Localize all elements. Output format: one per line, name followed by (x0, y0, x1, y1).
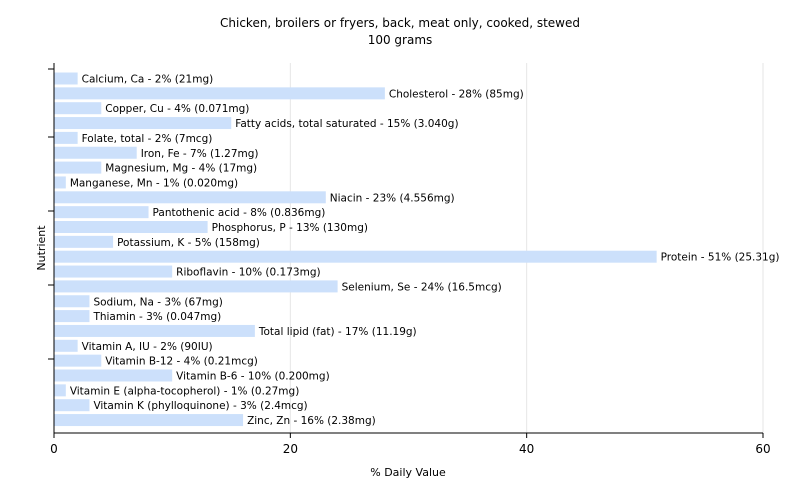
bar (54, 221, 208, 233)
bar (54, 131, 78, 144)
y-axis-title: Nutrient (35, 225, 48, 271)
bar-label: Copper, Cu - 4% (0.071mg) (105, 103, 249, 115)
bar-label: Selenium, Se - 24% (16.5mcg) (342, 281, 502, 293)
bar (54, 295, 90, 308)
x-tick-label: 60 (755, 442, 770, 456)
bar (54, 399, 90, 412)
bar-label: Vitamin E (alpha-tocopherol) - 1% (0.27m… (70, 385, 299, 397)
chart-subtitle: 100 grams (368, 33, 433, 47)
x-tick-label: 0 (50, 442, 58, 456)
bar (54, 176, 66, 189)
bar (54, 339, 78, 352)
bar (54, 117, 232, 130)
bar-label: Protein - 51% (25.31g) (661, 252, 780, 264)
bar (54, 310, 90, 323)
bar (54, 354, 102, 367)
x-tick-label: 40 (519, 442, 534, 456)
plot-area: Calcium, Ca - 2% (21mg) Cholesterol - 28%… (48, 63, 780, 456)
bar-label: Total lipid (fat) - 17% (11.19g) (258, 326, 417, 338)
chart-title: Chicken, broilers or fryers, back, meat … (220, 16, 580, 30)
bar-label: Manganese, Mn - 1% (0.020mg) (70, 177, 238, 189)
bar-label: Phosphorus, P - 13% (130mg) (212, 222, 368, 234)
bar (54, 414, 244, 427)
bar-label: Pantothenic acid - 8% (0.836mg) (153, 207, 326, 219)
bar-label: Riboflavin - 10% (0.173mg) (176, 267, 320, 279)
bar-label: Fatty acids, total saturated - 15% (3.04… (235, 118, 458, 130)
bar-label: Potassium, K - 5% (158mg) (117, 237, 260, 249)
bar-label: Folate, total - 2% (7mcg) (82, 133, 213, 145)
bar-label: Sodium, Na - 3% (67mg) (93, 296, 222, 308)
bar-label: Vitamin A, IU - 2% (90IU) (82, 341, 213, 353)
bar (54, 324, 255, 337)
bar (54, 102, 102, 115)
bar-label: Vitamin B-12 - 4% (0.21mcg) (105, 356, 258, 368)
bar-label: Vitamin B-6 - 10% (0.200mg) (176, 371, 330, 383)
bar-label: Niacin - 23% (4.556mg) (330, 192, 455, 204)
bar-label: Magnesium, Mg - 4% (17mg) (105, 163, 257, 175)
bar (54, 206, 149, 219)
x-axis-title: % Daily Value (370, 466, 446, 479)
bar-label: Vitamin K (phylloquinone) - 3% (2.4mcg) (93, 400, 307, 412)
bar (54, 146, 137, 159)
bar-label: Zinc, Zn - 16% (2.38mg) (247, 415, 376, 427)
bar-label: Cholesterol - 28% (85mg) (389, 88, 524, 100)
bar (54, 384, 66, 397)
bar-label: Iron, Fe - 7% (1.27mg) (141, 148, 259, 160)
x-tick-label: 20 (283, 442, 298, 456)
bar (54, 250, 657, 263)
bar (54, 72, 78, 85)
bar-label: Thiamin - 3% (0.047mg) (92, 311, 221, 323)
bar (54, 280, 338, 293)
bar (54, 161, 102, 174)
bar-label: Calcium, Ca - 2% (21mg) (82, 74, 214, 86)
bar (54, 369, 173, 382)
bar (54, 235, 114, 248)
bar (54, 265, 173, 278)
bar (54, 191, 326, 204)
bar (54, 87, 385, 100)
